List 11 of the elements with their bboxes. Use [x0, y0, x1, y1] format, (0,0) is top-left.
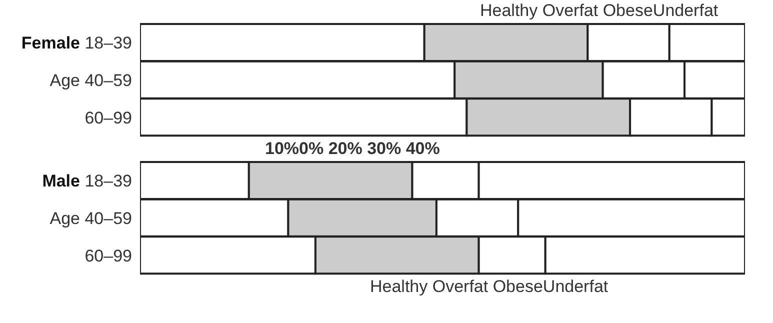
y-tick-label: 60–99: [84, 108, 132, 128]
y-tick-label: 18–39: [84, 172, 132, 191]
text: 10%0% 20% 30% 40%: [264, 138, 441, 160]
text: Healthy Overfat ObeseUnderfat: [369, 276, 610, 298]
y-tick-label: Age 40–59: [50, 71, 132, 90]
y-tick-label: 60–99: [84, 246, 132, 266]
text: Male: [42, 172, 85, 191]
text: Female: [21, 34, 85, 53]
y-tick-label: 18–39: [84, 34, 132, 53]
y-tick-label: Age 40–59: [50, 209, 132, 228]
text: Healthy Overfat ObeseUnderfat: [479, 0, 720, 22]
